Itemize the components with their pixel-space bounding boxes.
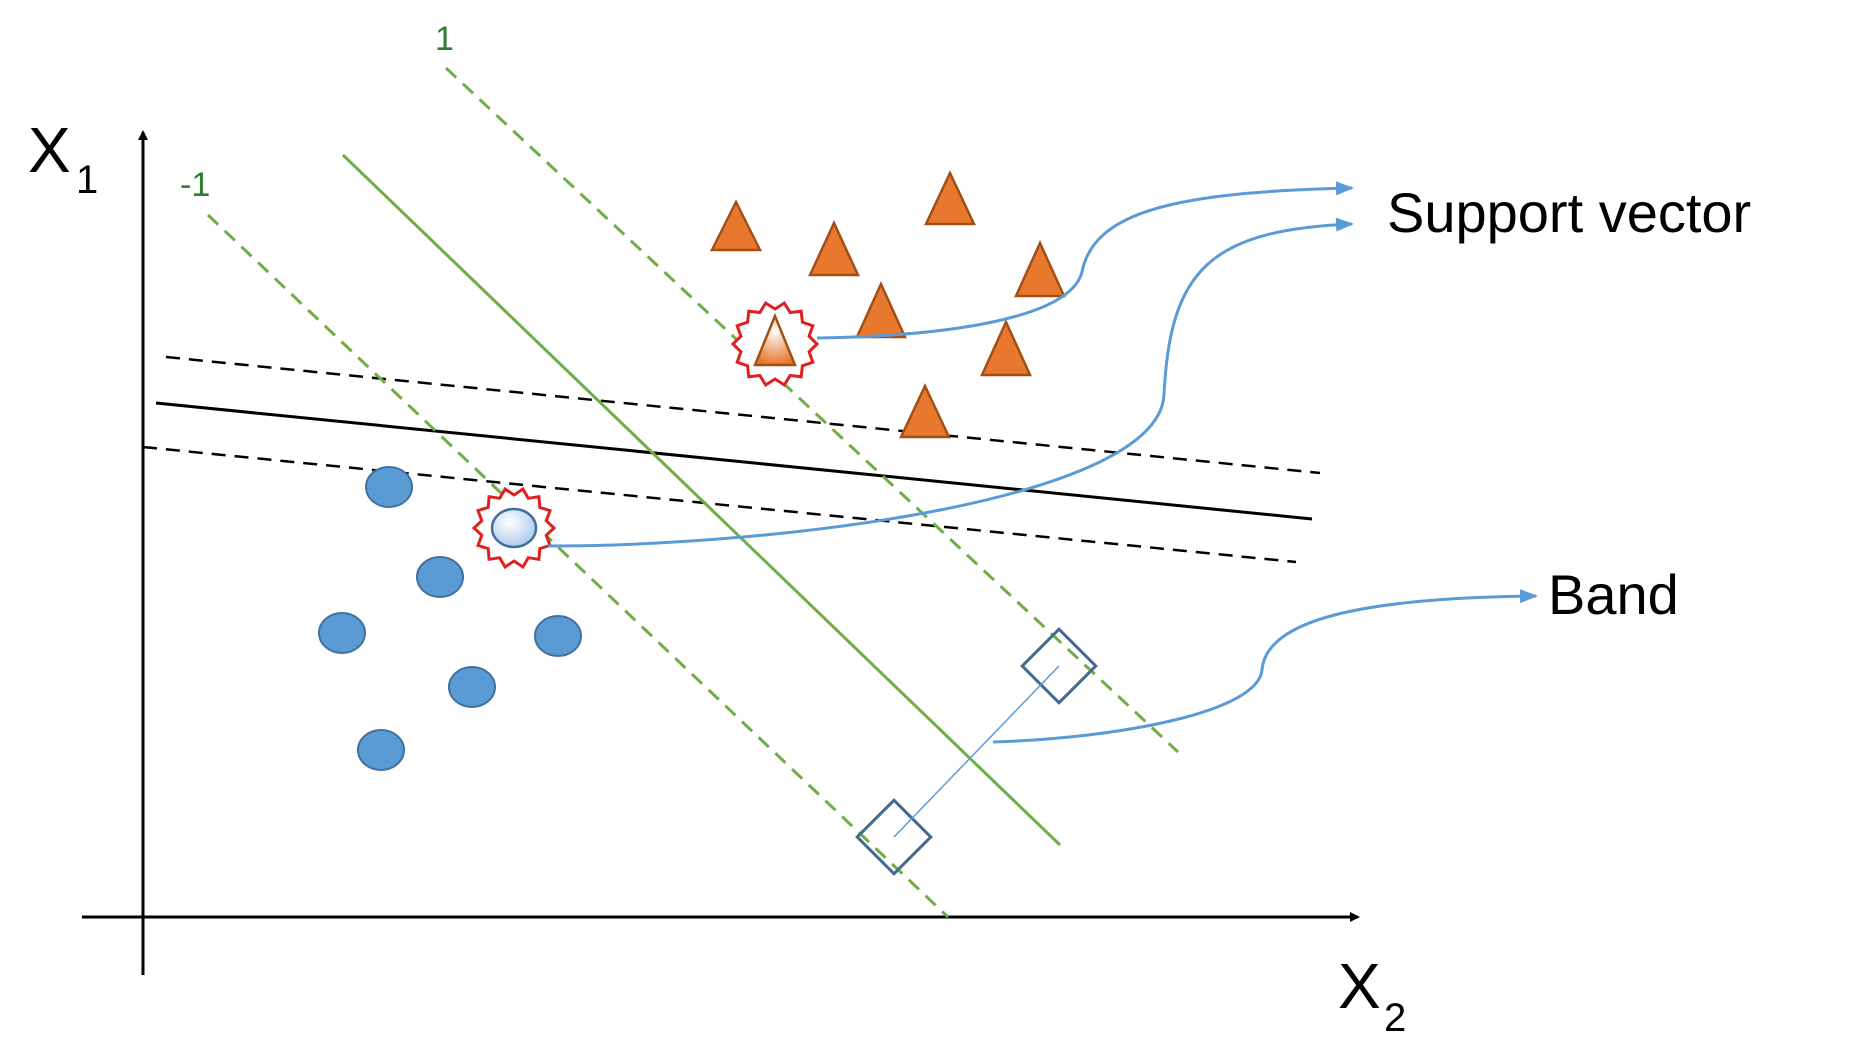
support-vector-triangle [730,301,820,387]
circle-point [490,507,538,549]
callout-arrow-triangle [816,181,1354,340]
circle-point [357,729,405,771]
circle-point [448,666,496,708]
circle-points [318,466,582,771]
svm-margin-positive [444,66,1180,754]
black-dashed-lower [142,445,1297,564]
callout-arrow-band [992,589,1538,744]
triangle-point [709,199,763,252]
band-label: Band [1548,563,1679,626]
svm-hyperplane [341,153,1062,847]
x-axis-subscript: 2 [1384,996,1406,1040]
triangle-point [808,220,860,277]
triangle-point [1014,239,1066,298]
margin-label-positive: 1 [435,20,454,58]
support-vector-label: Support vector [1387,181,1751,244]
triangle-point [753,312,797,367]
y-axis-subscript: 1 [76,158,98,202]
circle-point [365,466,413,508]
x-axis-label: X [1338,950,1381,1022]
circle-point [534,615,582,657]
triangle-point [924,170,976,226]
circle-point [318,612,366,654]
black-boundary-line [155,401,1313,521]
support-vector-circle [471,486,557,570]
svm-margin-negative [206,213,950,919]
circle-point [416,556,464,598]
triangle-point [980,318,1032,377]
triangle-point [899,383,951,439]
y-axis-label: X [28,114,71,186]
triangle-points [709,170,1066,439]
triangle-point [855,280,907,339]
band-marker [855,627,1098,876]
band-width-line [893,665,1060,838]
black-dashed-upper [165,355,1321,475]
callout-arrow-circle [547,217,1354,548]
margin-label-negative: -1 [180,166,210,204]
